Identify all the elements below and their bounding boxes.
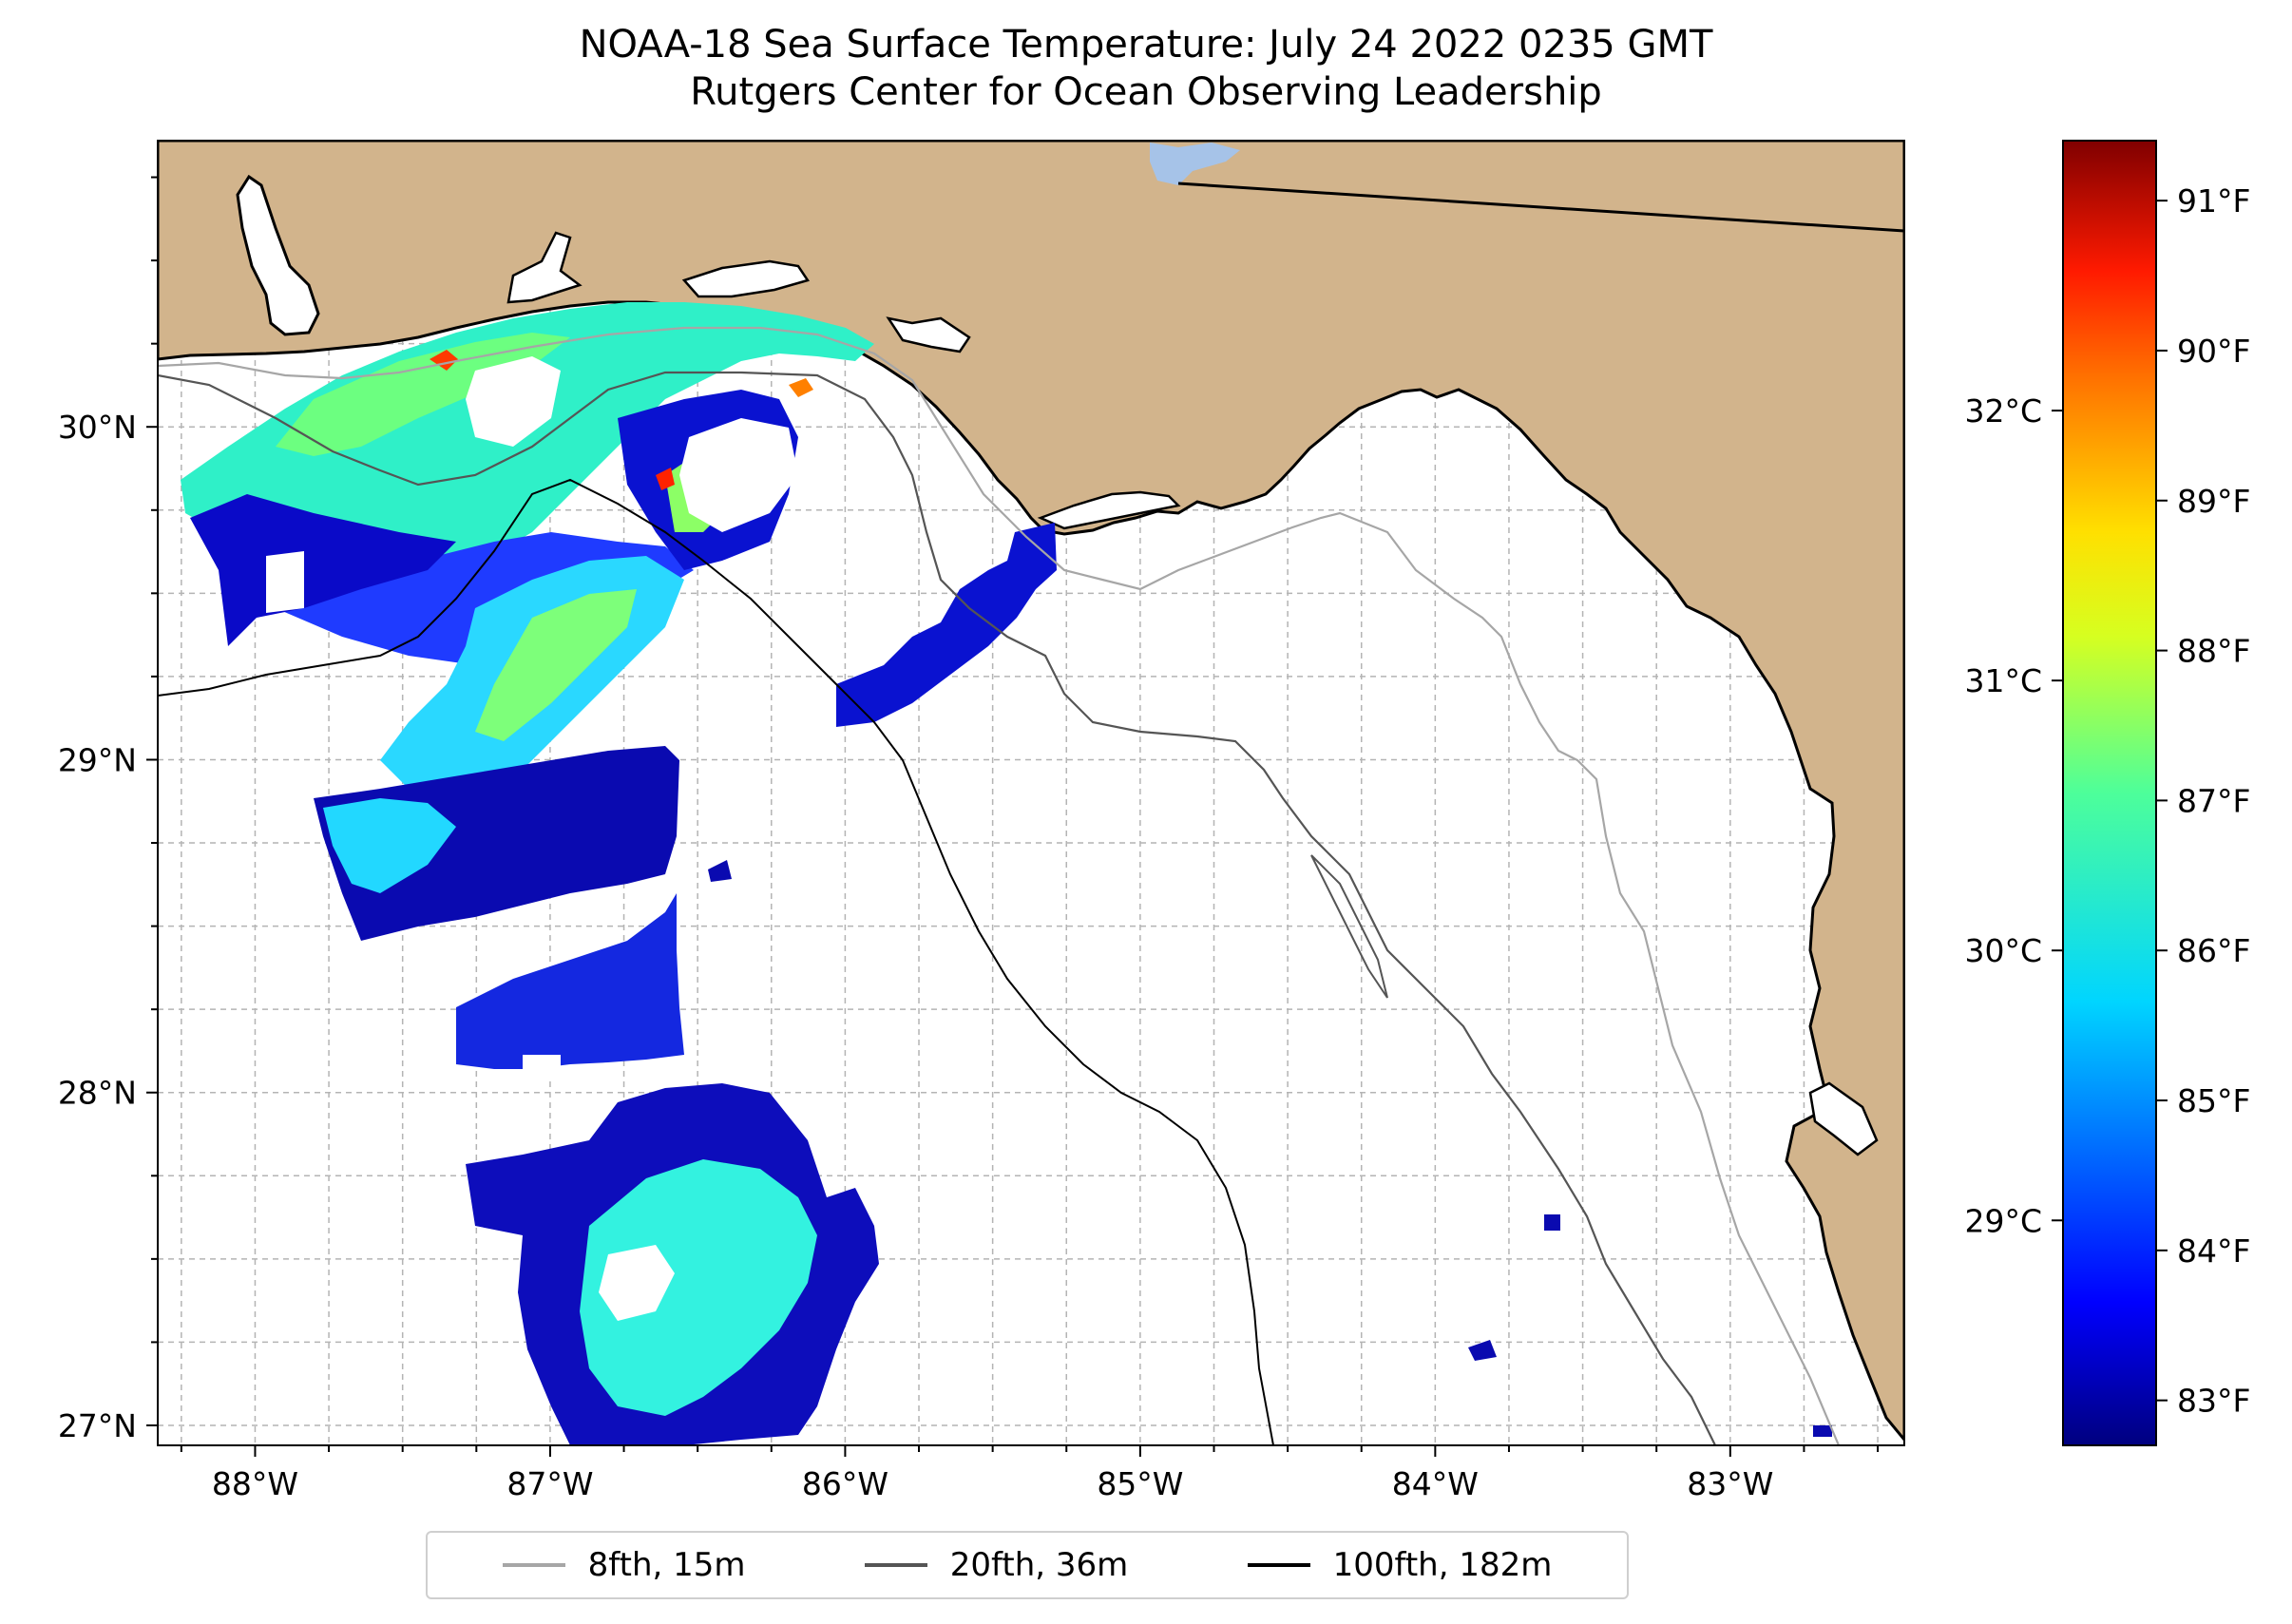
y-tick-label: 29°N <box>58 741 137 778</box>
title-line-1: NOAA-18 Sea Surface Temperature: July 24… <box>579 23 1713 67</box>
x-tick-label: 87°W <box>506 1465 593 1502</box>
colorbar: 83°F 84°F 85°F 86°F 87°F 88°F 89°F 90°F 91°F 29°C… <box>1964 140 2250 1446</box>
legend-label: 20fth, 36m <box>949 1546 1129 1584</box>
colorbar-f-label: 87°F <box>2177 782 2250 819</box>
colorbar-f-label: 88°F <box>2177 633 2250 670</box>
colorbar-f-label: 83°F <box>2177 1383 2250 1420</box>
sst-patch-hotspot-1 <box>430 350 458 371</box>
chart-title: NOAA-18 Sea Surface Temperature: July 24… <box>0 21 2292 116</box>
choctawhatchee-bay <box>681 259 810 298</box>
contour-20fth-inner <box>1310 854 1388 999</box>
sst-patch-small-3 <box>1813 1425 1832 1437</box>
sst-patch-dark-west <box>190 494 456 646</box>
x-tick-label: 85°W <box>1097 1465 1183 1502</box>
legend-entry: 20fth, 36m <box>864 1546 1129 1584</box>
colorbar-gradient <box>2062 140 2157 1446</box>
legend-label: 8fth, 15m <box>587 1546 746 1584</box>
sst-patch-south-cyan <box>580 1159 817 1416</box>
y-tick-label: 27°N <box>58 1407 137 1444</box>
sst-patch-mid <box>456 893 684 1069</box>
sst-patch-small-2 <box>1544 1214 1560 1231</box>
tampa-bay <box>1808 1081 1879 1156</box>
contour-100fth-182m <box>158 478 1274 1445</box>
x-tick-label: 88°W <box>212 1465 298 1502</box>
pensacola-bay <box>506 231 583 304</box>
colorbar-ticks: 83°F 84°F 85°F 86°F 87°F 88°F 89°F 90°F 91°F 29°C… <box>1964 182 2250 1420</box>
state-border <box>1177 182 1904 233</box>
sst-patch-hotspot-2 <box>656 468 675 490</box>
legend-entry: 100fth, 182m <box>1247 1546 1553 1584</box>
sst-data-layer <box>181 302 1832 1445</box>
sst-patch-warm-band <box>276 333 570 456</box>
x-tick-label: 84°W <box>1392 1465 1479 1502</box>
contour-8fth-15m <box>158 326 1841 1445</box>
colorbar-c-label: 32°C <box>1964 392 2042 430</box>
sst-patch-southwest-cyan <box>323 798 456 893</box>
apalachicola-bay <box>1037 490 1181 530</box>
cloud-gap-1 <box>466 356 561 447</box>
legend-swatch <box>864 1563 927 1567</box>
sst-patch-small-4 <box>708 860 732 882</box>
cloud-gap-4 <box>266 551 304 613</box>
lake <box>1150 143 1240 185</box>
legend-swatch <box>502 1563 565 1567</box>
cloud-gap-3 <box>599 1245 675 1321</box>
y-tick-label: 30°N <box>58 409 137 446</box>
x-tick-label: 86°W <box>802 1465 888 1502</box>
depth-legend: 8fth, 15m 20fth, 36m 100fth, 182m <box>426 1531 1629 1599</box>
colorbar-f-label: 85°F <box>2177 1082 2250 1119</box>
colorbar-c-label: 30°C <box>1964 932 2042 969</box>
y-tick-label: 28°N <box>58 1075 137 1112</box>
title-line-2: Rutgers Center for Ocean Observing Leade… <box>690 70 1602 114</box>
legend-entry: 8fth, 15m <box>502 1546 746 1584</box>
x-tick-label: 83°W <box>1687 1465 1773 1502</box>
colorbar-f-label: 84°F <box>2177 1232 2250 1270</box>
colorbar-f-label: 91°F <box>2177 182 2250 220</box>
map-frame <box>157 140 1905 1446</box>
sst-patch-diagonal-green <box>475 589 637 741</box>
cloud-gap-2 <box>679 418 798 532</box>
colorbar-c-label: 31°C <box>1964 662 2042 699</box>
colorbar-f-label: 89°F <box>2177 483 2250 520</box>
map-area <box>157 140 1905 1446</box>
sst-patch-east-nearshore <box>836 523 1057 727</box>
st-andrew-bay <box>886 316 971 353</box>
sst-patch-nearshore-warm <box>181 302 874 575</box>
sst-patch-southwest <box>314 746 679 941</box>
colorbar-c-label: 29°C <box>1964 1202 2042 1239</box>
sst-patch-small-1 <box>1468 1340 1497 1361</box>
colorbar-f-label: 86°F <box>2177 932 2250 969</box>
mobile-bay <box>236 174 320 336</box>
contour-20fth-36m <box>158 371 1716 1445</box>
colorbar-f-label: 90°F <box>2177 333 2250 370</box>
legend-label: 100fth, 182m <box>1332 1546 1553 1584</box>
cloud-gap-5 <box>523 1055 561 1079</box>
sst-patch-hotspot-3 <box>789 378 813 397</box>
map-axes: 88°W 87°W 86°W 85°W 84°W 83°W 27°N 28°N 29°N 30°N <box>58 176 1880 1502</box>
legend-swatch <box>1247 1563 1310 1567</box>
